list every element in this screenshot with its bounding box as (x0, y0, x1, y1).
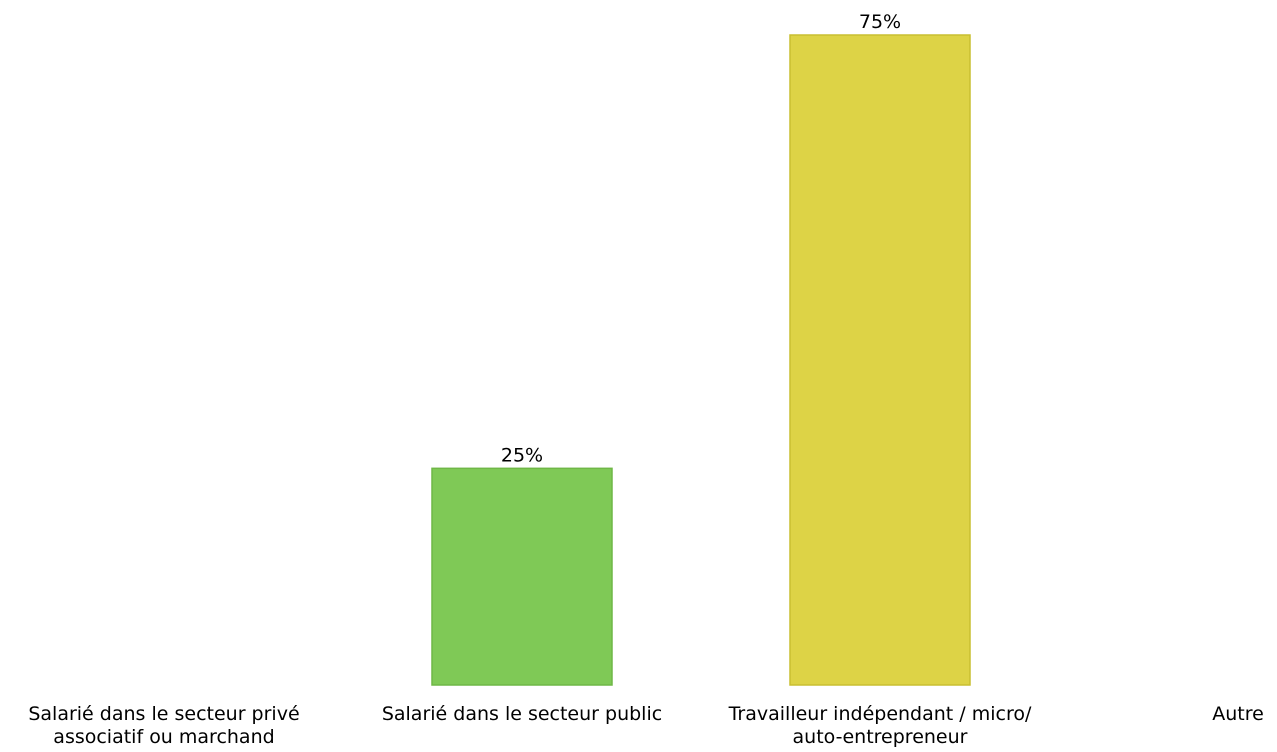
category-label-1: Salarié dans le secteur public (382, 703, 662, 725)
category-label-0-line-1: associatif ou marchand (53, 726, 274, 748)
category-label-2: Travailleur indépendant / micro/auto-ent… (728, 703, 1032, 748)
bars-layer (431, 34, 971, 686)
data-label-2: 75% (859, 11, 901, 33)
category-label-2-line-0: Travailleur indépendant / micro/ (728, 703, 1032, 725)
value-labels-layer: 25% 75% (501, 11, 901, 466)
category-label-1-line-0: Salarié dans le secteur public (382, 703, 662, 725)
category-label-3-line-0: Autre (1212, 703, 1264, 725)
category-label-2-line-1: auto-entrepreneur (793, 726, 968, 748)
data-label-1: 25% (501, 444, 543, 466)
category-label-3: Autre (1212, 703, 1264, 725)
bar-1 (431, 467, 613, 686)
category-label-0: Salarié dans le secteur privé associatif … (28, 703, 299, 748)
category-labels-layer: Salarié dans le secteur privé associatif … (28, 703, 1263, 748)
category-label-0-line-0: Salarié dans le secteur privé (28, 703, 299, 725)
bar-2 (789, 34, 971, 686)
